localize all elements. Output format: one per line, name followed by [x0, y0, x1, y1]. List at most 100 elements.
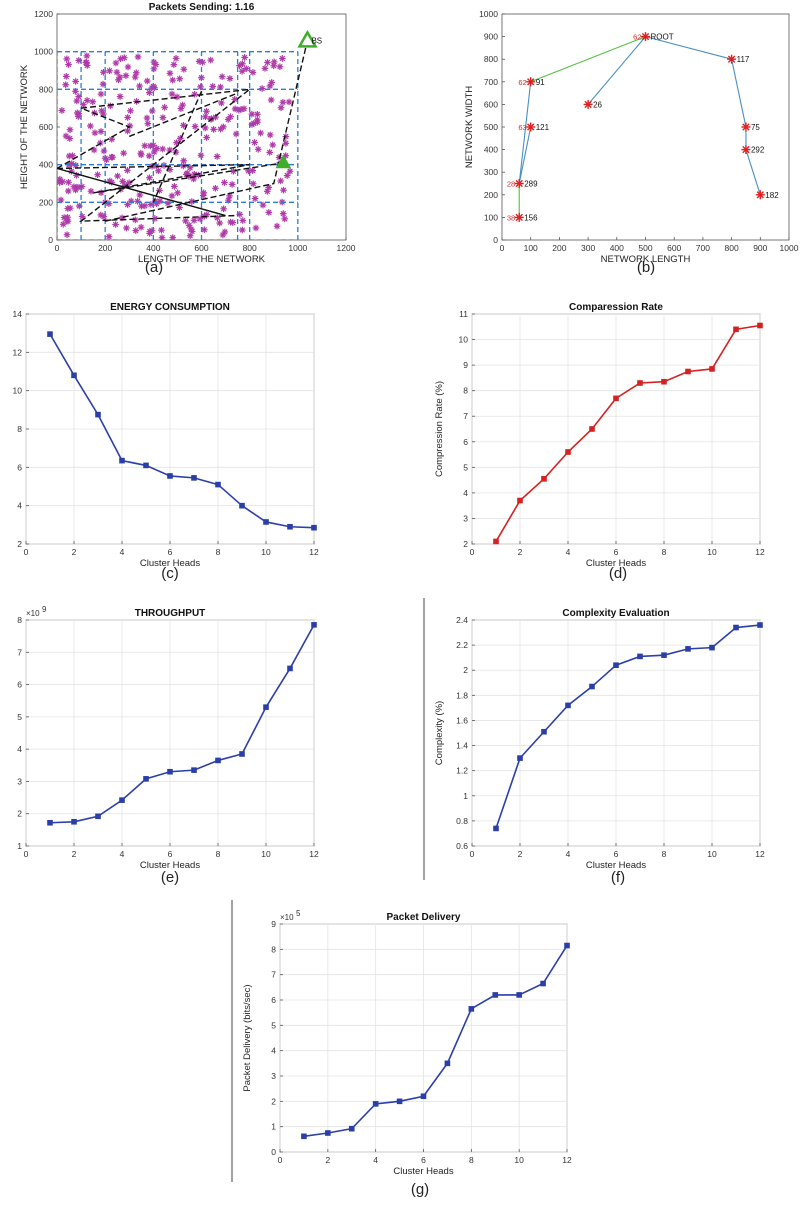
- sensor-node: [83, 52, 91, 60]
- x-tick-label: 2: [72, 849, 77, 859]
- tree-edge: [587, 36, 646, 105]
- data-point: [661, 652, 667, 658]
- panel-label: (a): [145, 259, 163, 276]
- x-tick-label: 6: [614, 849, 619, 859]
- sensor-node: [203, 134, 210, 141]
- x-tick-label: 6: [168, 547, 173, 557]
- data-point: [757, 622, 763, 628]
- x-axis-label: LENGTH OF THE NETWORK: [138, 254, 266, 265]
- sensor-node-stroke: [271, 59, 277, 65]
- sensor-node: [72, 78, 79, 85]
- sensor-node: [160, 162, 168, 169]
- sensor-node-stroke: [147, 228, 153, 235]
- sensor-node-stroke: [207, 57, 214, 63]
- x-tick-label: 8: [216, 547, 221, 557]
- data-point: [420, 1093, 427, 1100]
- sensor-node-stroke: [221, 179, 228, 186]
- sensor-node: [254, 116, 261, 124]
- data-point: [589, 683, 595, 690]
- sensor-node: [254, 110, 261, 118]
- sensor-node-stroke: [59, 107, 65, 114]
- sensor-node: [141, 142, 149, 150]
- sensor-node: [213, 153, 221, 160]
- sensor-node: [66, 126, 74, 134]
- sensor-node: [65, 152, 73, 160]
- sensor-node-stroke: [63, 73, 70, 80]
- tree-node-stroke: [527, 123, 535, 131]
- panel-label: (c): [161, 565, 179, 582]
- y-tick-label: 1.6: [456, 715, 468, 725]
- y-axis-label: HEIGHT OF THE NETWORK: [19, 64, 30, 189]
- sensor-node-stroke: [171, 183, 178, 190]
- y-tick-label: 8: [17, 615, 22, 625]
- sensor-node: [277, 104, 285, 112]
- sensor-node-stroke: [268, 79, 275, 86]
- routing-path: [57, 167, 226, 217]
- y-tick-label: 100: [484, 212, 498, 222]
- sensor-node: [127, 107, 134, 115]
- data-point: [396, 1098, 403, 1105]
- tree-node: [526, 77, 536, 87]
- y-tick-label: 0.8: [456, 816, 468, 826]
- sensor-node-stroke: [159, 234, 165, 240]
- y-tick-label: 700: [484, 77, 498, 87]
- tree-node-stroke: [727, 55, 736, 63]
- sensor-node: [257, 129, 264, 137]
- y-tick-label: 600: [484, 99, 498, 109]
- y-axis-label: NETWORK WIDTH: [464, 86, 475, 168]
- sensor-node: [143, 114, 151, 122]
- sensor-node: [164, 199, 172, 207]
- sensor-node-stroke: [124, 114, 131, 121]
- tree-edge: [731, 59, 747, 128]
- sensor-node: [123, 224, 130, 232]
- y-tick-label: 4: [17, 744, 22, 754]
- sensor-node-stroke: [180, 158, 187, 164]
- sensor-node-stroke: [119, 178, 126, 185]
- tree-node-label: 91: [536, 78, 545, 87]
- y-tick-label: 1.2: [456, 766, 468, 776]
- sensor-node-stroke: [187, 232, 193, 239]
- sensor-node: [127, 197, 135, 205]
- sensor-node: [218, 73, 226, 81]
- sensor-node-stroke: [114, 69, 120, 75]
- sensor-node: [268, 79, 275, 86]
- sensor-node: [249, 180, 257, 188]
- tree-edge-green: [530, 36, 646, 83]
- x-tick-label: 600: [667, 243, 681, 253]
- sensor-node: [221, 228, 229, 236]
- x-tick-label: 12: [755, 849, 765, 859]
- sensor-node: [220, 205, 227, 213]
- sensor-node: [203, 107, 210, 115]
- y-tick-label: 1200: [34, 9, 53, 19]
- sensor-node-stroke: [120, 150, 127, 156]
- sensor-node: [65, 178, 72, 186]
- chart-title: Comparession Rate: [569, 302, 663, 313]
- sensor-node: [221, 179, 228, 186]
- sensor-node: [199, 58, 206, 66]
- sensor-node-stroke: [73, 162, 79, 169]
- sensor-node: [100, 213, 108, 220]
- sensor-node-stroke: [209, 83, 216, 90]
- sensor-node-stroke: [217, 84, 224, 90]
- y-tick-label: 7: [17, 647, 22, 657]
- sensor-node-stroke: [186, 222, 192, 229]
- sensor-node-stroke: [240, 217, 246, 224]
- sensor-node: [66, 135, 74, 142]
- x-axis-label: Cluster Heads: [140, 558, 200, 569]
- tree-node-stroke: [584, 100, 592, 109]
- x-tick-label: 0: [24, 849, 29, 859]
- data-point: [167, 768, 173, 775]
- sensor-node-stroke: [161, 104, 168, 111]
- sensor-node: [161, 104, 168, 111]
- tree-node-id: 62: [633, 33, 641, 42]
- series-line: [495, 624, 761, 829]
- sensor-node: [159, 114, 167, 121]
- sensor-node-stroke: [173, 139, 180, 146]
- sensor-node: [158, 226, 165, 234]
- sensor-node-stroke: [92, 130, 98, 136]
- sensor-node-stroke: [243, 65, 250, 72]
- sensor-node-stroke: [142, 203, 148, 209]
- sensor-node-stroke: [87, 123, 94, 129]
- chart-title: THROUGHPUT: [135, 608, 206, 619]
